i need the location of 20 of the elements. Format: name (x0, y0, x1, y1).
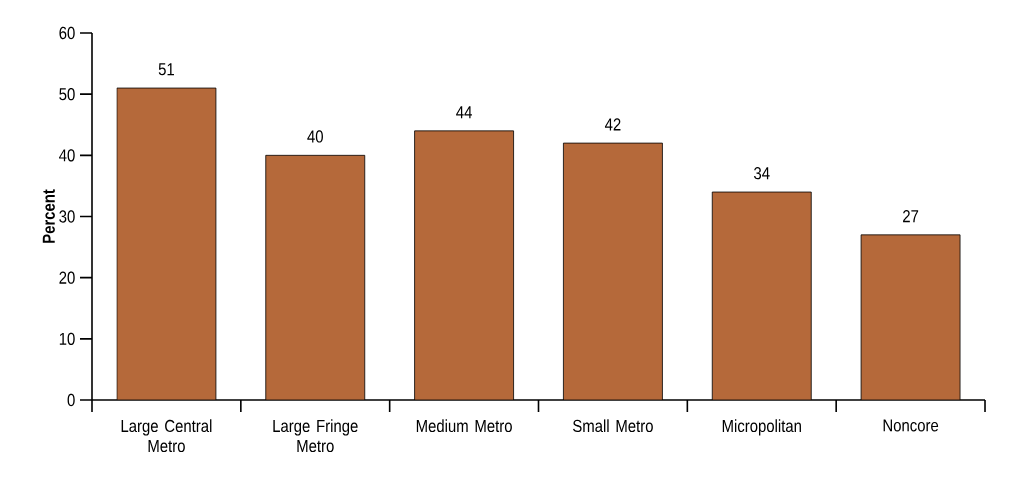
data-label: 51 (158, 63, 174, 76)
y-tick-label: 30 (59, 210, 75, 223)
x-tick-label: Large Fringe Metro (273, 419, 358, 453)
y-tick-label: 20 (59, 271, 75, 284)
x-tick-label: Noncore (883, 419, 939, 432)
y-tick-label: 50 (59, 88, 75, 101)
data-label: 42 (604, 118, 621, 131)
y-tick-label: 40 (59, 149, 75, 162)
data-label: 44 (456, 106, 472, 119)
x-tick-label: Large Central Metro (121, 419, 212, 453)
data-label: 40 (307, 130, 323, 143)
y-tick-label: 60 (59, 26, 75, 40)
x-tick-label: Small Metro (573, 419, 653, 433)
x-tick-label: Micropolitan (722, 419, 801, 436)
x-tick-label: Medium Metro (416, 419, 512, 433)
y-axis-title: Percent (42, 189, 55, 243)
y-tick-label: 0 (67, 393, 75, 407)
data-label: 34 (754, 167, 770, 180)
data-label: 27 (903, 210, 919, 223)
y-tick-label: 10 (59, 332, 75, 345)
